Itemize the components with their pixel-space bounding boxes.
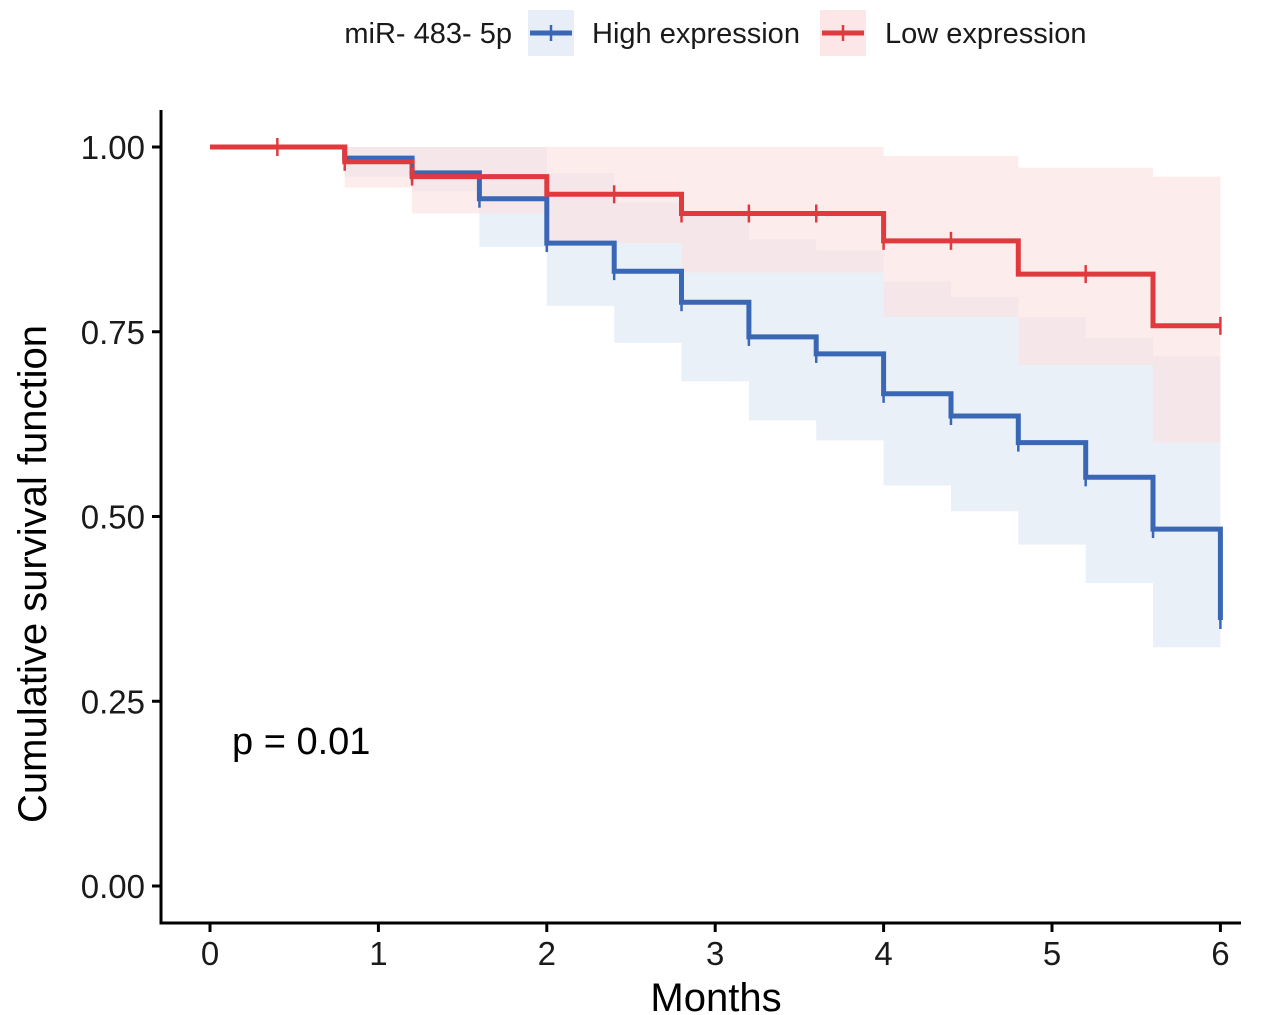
confidence-band-low (210, 147, 1221, 443)
p-value-annotation: p = 0.01 (232, 721, 370, 763)
y-tick-label: 0.50 (81, 499, 145, 536)
y-tick-label: 0.75 (81, 314, 145, 351)
legend-label-low: Low expression (885, 18, 1087, 50)
censor-marks (276, 138, 1222, 629)
x-tick-label: 6 (1211, 935, 1229, 972)
x-tick-label: 4 (874, 935, 892, 972)
x-tick-label: 1 (369, 935, 387, 972)
x-tick-label: 5 (1043, 935, 1061, 972)
legend-title: miR- 483- 5p (344, 18, 512, 50)
y-tick-label: 0.00 (81, 868, 145, 905)
x-tick-label: 3 (706, 935, 724, 972)
legend: miR- 483- 5p High expression Low express… (344, 10, 1087, 56)
y-ticks: 0.00 0.25 0.50 0.75 1.00 (81, 129, 161, 905)
x-ticks: 0 1 2 3 4 5 6 (201, 923, 1230, 972)
legend-label-high: High expression (592, 18, 800, 50)
confidence-bands (210, 147, 1221, 648)
y-tick-label: 1.00 (81, 129, 145, 166)
y-axis: 0.00 0.25 0.50 0.75 1.00 (81, 110, 163, 923)
x-tick-label: 2 (538, 935, 556, 972)
y-axis-title: Cumulative survival function (11, 325, 55, 823)
x-axis-title: Months (650, 976, 781, 1015)
y-tick-label: 0.25 (81, 683, 145, 720)
x-axis: 0 1 2 3 4 5 6 (159, 921, 1241, 972)
x-tick-label: 0 (201, 935, 219, 972)
